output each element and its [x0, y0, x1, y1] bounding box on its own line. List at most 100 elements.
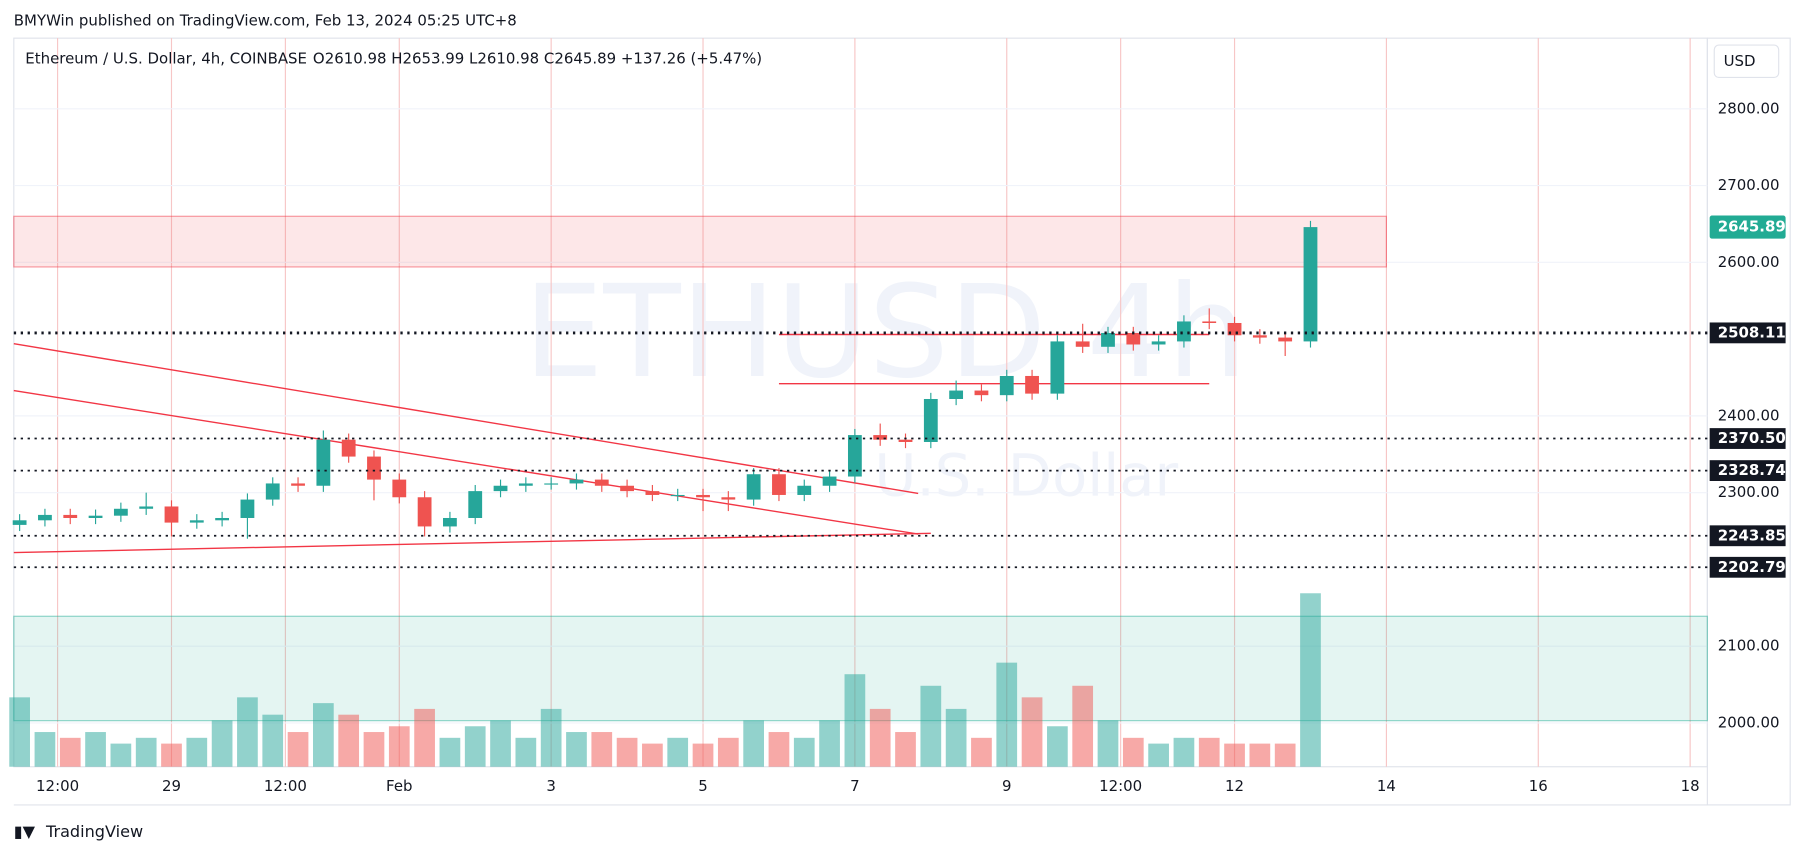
y-tick-label: 2600.00 [1718, 253, 1780, 271]
volume-bar [844, 674, 866, 767]
candle-body [189, 520, 204, 523]
candle-body [493, 485, 508, 492]
x-tick-label: 7 [850, 777, 860, 795]
volume-bar [490, 720, 511, 767]
volume-bar [642, 743, 663, 767]
x-tick-label: 12:00 [264, 777, 307, 795]
candle-body [164, 506, 179, 523]
volume-bar [1122, 737, 1144, 767]
candle-body [215, 517, 230, 521]
candle-body [1151, 341, 1166, 345]
volume-bar [1047, 726, 1068, 767]
candle-body [645, 491, 660, 495]
level-label: 2202.79 [1718, 558, 1786, 576]
x-tick-label: 3 [546, 777, 556, 795]
x-tick-label: Feb [386, 777, 412, 795]
x-tick-label: 12:00 [36, 777, 79, 795]
volume-bar [262, 714, 284, 767]
x-tick-label: 12:00 [1099, 777, 1142, 795]
candle-body [594, 479, 609, 486]
candle-body [468, 491, 483, 518]
volume-bar [945, 708, 967, 767]
last-price-box [1709, 215, 1786, 239]
drawn-line [13, 532, 931, 554]
x-tick-label: 16 [1529, 777, 1548, 795]
level-label-box [1709, 460, 1786, 482]
candle-body [847, 435, 862, 477]
volume-bar [237, 697, 258, 767]
candle-body [88, 515, 103, 518]
candle-body [949, 390, 964, 399]
volume-bar [34, 732, 56, 767]
candle-body [291, 483, 305, 486]
x-tick-label: 5 [698, 777, 708, 795]
candle-body [341, 439, 356, 457]
candle-body [670, 494, 685, 497]
candle-body [797, 485, 812, 495]
y-tick-label: 2000.00 [1718, 713, 1780, 731]
volume-bar [743, 720, 764, 767]
level-label: 2370.50 [1718, 429, 1786, 447]
volume-bar [1148, 743, 1169, 767]
candle-body [139, 506, 154, 509]
publisher: BMYWin published on TradingView.com, Feb… [14, 11, 517, 29]
candle-body [1227, 322, 1242, 336]
currency[interactable]: USD [1724, 52, 1756, 70]
volume-bar [692, 743, 714, 767]
candle-body [113, 508, 128, 516]
volume-bar [464, 726, 486, 767]
volume-bar [1274, 743, 1296, 767]
currency-button[interactable] [1713, 44, 1780, 79]
volume-bar [338, 714, 360, 767]
drawn-line [13, 389, 919, 535]
volume-bar [971, 737, 992, 767]
candle-body [898, 439, 913, 442]
candle-body [367, 456, 381, 480]
candle-body [63, 514, 78, 518]
watermark-subtitle: U.S. Dollar [874, 441, 1178, 509]
volume-bar [1173, 737, 1195, 767]
candle-body [1252, 335, 1267, 338]
y-tick-label: 2700.00 [1718, 176, 1780, 194]
volume-bar [566, 732, 587, 767]
volume-bar [9, 697, 30, 767]
level-label: 2328.74 [1718, 461, 1786, 479]
candle-body [1025, 375, 1039, 394]
volume-bar [363, 732, 385, 767]
level-label: 2243.85 [1718, 526, 1786, 544]
candle-body [974, 390, 989, 396]
volume-bar [1072, 685, 1094, 767]
y-tick-label: 2400.00 [1718, 406, 1780, 424]
x-tick-label: 9 [1002, 777, 1012, 795]
volume-bar [1097, 720, 1119, 767]
x-tick-label: 29 [162, 777, 181, 795]
price-axis [1706, 37, 1791, 806]
candle-body [772, 474, 786, 495]
candle-body [873, 435, 888, 440]
brand: TradingView [45, 822, 143, 841]
volume-bar [110, 743, 132, 767]
x-tick-label: 18 [1681, 777, 1700, 795]
drawn-line [13, 343, 919, 495]
volume-bar [793, 737, 815, 767]
level-label-box [1709, 428, 1786, 449]
volume-bar [717, 737, 739, 767]
candle-body [38, 514, 52, 521]
candle-body [1075, 341, 1090, 347]
volume-bar [388, 726, 410, 767]
volume-bar [768, 732, 790, 767]
volume-bar [414, 708, 435, 767]
volume-bar [211, 720, 233, 767]
volume-bar [135, 737, 157, 767]
x-tick-label: 12 [1225, 777, 1244, 795]
candle-body [417, 497, 432, 527]
volume-bar [186, 737, 208, 767]
volume-bar [161, 743, 182, 767]
candle-body [569, 479, 584, 484]
candle-body [1177, 321, 1191, 342]
candle-body [721, 497, 736, 500]
y-tick-label: 2100.00 [1718, 637, 1780, 655]
volume-bar [920, 685, 942, 767]
candle-body [822, 476, 837, 486]
